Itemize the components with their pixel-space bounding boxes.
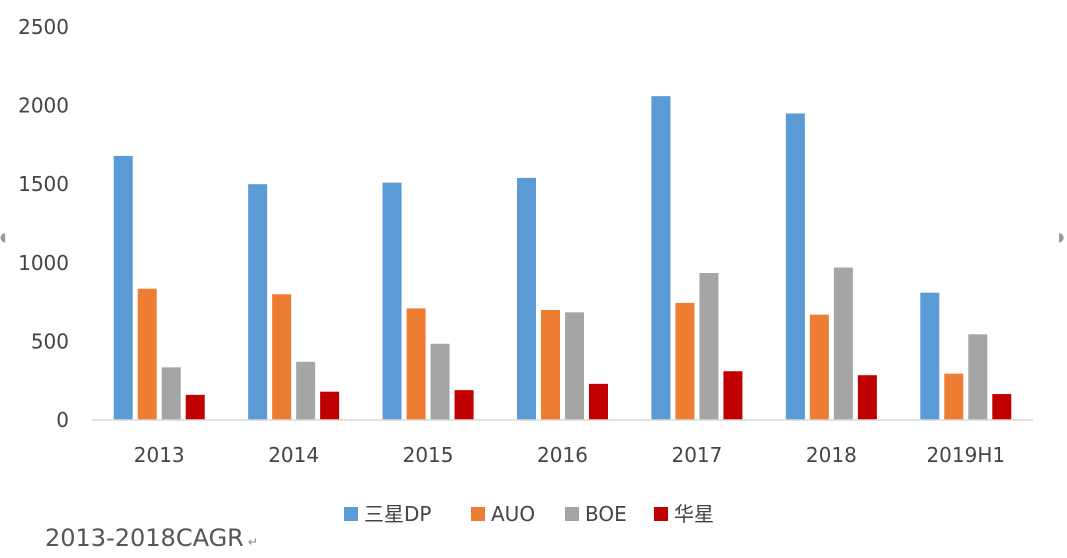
- footer-note-text: 2013-2018CAGR: [45, 524, 244, 552]
- x-tick-label: 2019H1: [926, 443, 1005, 467]
- bar: [185, 394, 205, 420]
- bar: [833, 267, 853, 420]
- y-tick-label: 2500: [18, 15, 69, 39]
- bar: [382, 182, 402, 420]
- y-tick-label: 2000: [18, 94, 69, 118]
- x-axis-ticks: 2013 2014 2015 2016 2017 2018 2019H1: [134, 443, 1005, 467]
- legend-label: BOE: [585, 502, 627, 526]
- bar: [565, 312, 584, 420]
- bar: [651, 96, 671, 420]
- legend-label: 华星: [674, 502, 714, 526]
- bar: [320, 391, 340, 420]
- x-tick-label: 2016: [537, 443, 588, 467]
- bar: [113, 155, 133, 421]
- return-mark-icon: ↵: [247, 535, 258, 549]
- y-tick-label: 500: [31, 329, 69, 353]
- legend-swatch: [565, 507, 579, 521]
- x-tick-label: 2014: [268, 443, 319, 467]
- bar: [675, 302, 695, 420]
- bar: [785, 113, 805, 421]
- bar: [589, 383, 608, 420]
- bar: [920, 292, 940, 420]
- x-tick-label: 2017: [671, 443, 722, 467]
- bar: [857, 375, 877, 420]
- bar: [541, 309, 560, 420]
- bar: [454, 390, 474, 420]
- bar: [296, 361, 316, 420]
- right-edge-mark: ◗: [1058, 230, 1065, 244]
- x-tick-label: 2015: [403, 443, 454, 467]
- bar: [137, 288, 157, 420]
- legend-swatch: [344, 507, 358, 521]
- y-tick-label: 1000: [18, 251, 69, 275]
- bar: [517, 177, 536, 420]
- bar: [161, 367, 181, 420]
- bar: [723, 371, 743, 420]
- bar: [809, 314, 829, 420]
- bar: [406, 308, 426, 420]
- y-tick-label: 1500: [18, 172, 69, 196]
- bar: [699, 273, 719, 420]
- bars-group: [113, 96, 1012, 421]
- bar: [430, 343, 450, 420]
- bar: [968, 334, 988, 420]
- footer-note: 2013-2018CAGR ↵: [45, 524, 258, 552]
- bar: [992, 394, 1012, 420]
- left-edge-mark: ◖: [0, 230, 7, 244]
- legend-swatch: [471, 507, 485, 521]
- bar: [272, 294, 292, 420]
- x-tick-label: 2013: [134, 443, 185, 467]
- legend: 三星DP AUO BOE 华星: [344, 502, 714, 526]
- legend-swatch: [654, 507, 668, 521]
- legend-label: 三星DP: [364, 502, 431, 526]
- bar: [248, 184, 268, 420]
- y-axis-ticks: 0 500 1000 1500 2000 2500: [18, 15, 69, 432]
- legend-label: AUO: [491, 502, 535, 526]
- y-tick-label: 0: [56, 408, 69, 432]
- bar: [944, 373, 964, 420]
- x-tick-label: 2018: [806, 443, 857, 467]
